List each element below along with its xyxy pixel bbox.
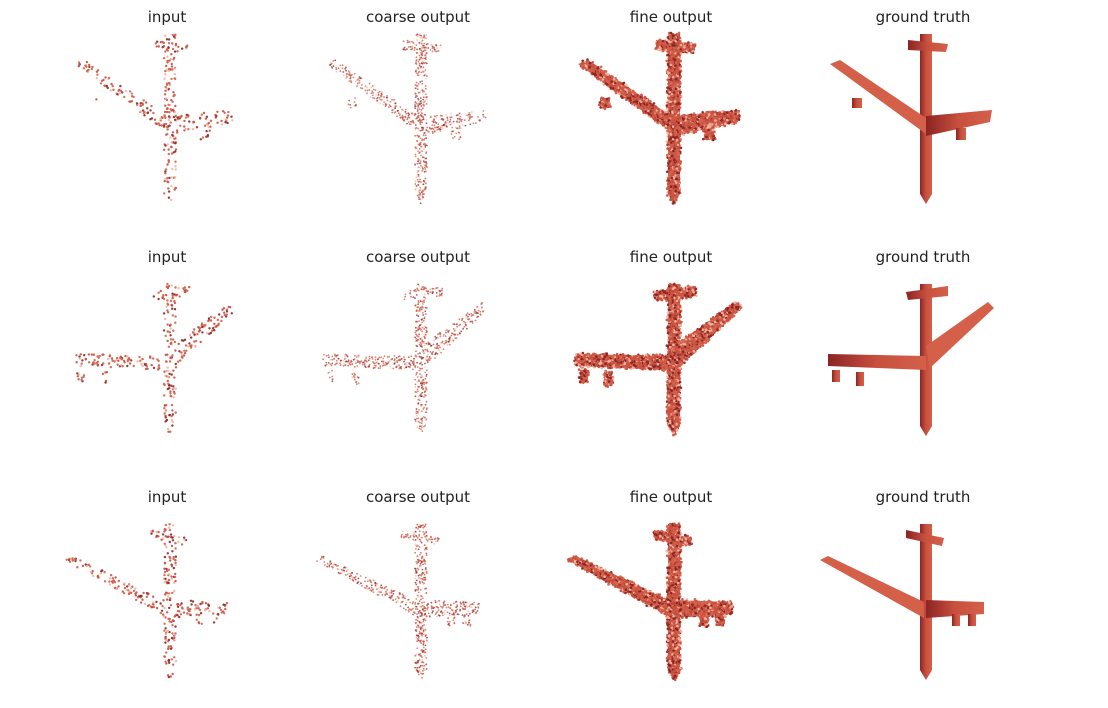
engine [832, 370, 840, 382]
points [316, 523, 480, 679]
panel-title: fine output [629, 8, 713, 26]
panel-title: coarse output [365, 488, 471, 506]
engine [952, 614, 960, 626]
points [322, 283, 484, 432]
panel-title: input [147, 488, 187, 506]
points [567, 522, 735, 682]
panel-r1-fine: fine output [556, 8, 786, 228]
points [579, 31, 741, 205]
engine [856, 372, 864, 386]
airplane-point-cloud [830, 34, 992, 204]
airplane-point-cloud [567, 522, 735, 682]
panel-r2-fine: fine output [556, 248, 786, 468]
engine [852, 98, 862, 108]
airplane-point-cloud [316, 523, 480, 679]
points [329, 33, 487, 205]
airplane-point-cloud [578, 31, 741, 205]
wing [820, 556, 924, 618]
points [573, 282, 743, 437]
panel-r3-input: input [52, 488, 282, 708]
tail [906, 286, 948, 300]
panel-r2-input: input [52, 248, 282, 468]
airplane-point-cloud [573, 282, 743, 437]
panel-r3-coarse: coarse output [303, 488, 533, 708]
panel-r1-coarse: coarse output [303, 8, 533, 228]
wing [828, 354, 926, 370]
tail [908, 40, 948, 52]
tail [906, 530, 944, 546]
airplane-point-cloud [828, 284, 994, 436]
panel-title: fine output [629, 488, 713, 506]
panel-r1-gt: ground truth [808, 8, 1038, 228]
wing [926, 600, 984, 618]
engine [956, 128, 966, 140]
airplane-point-cloud [820, 524, 984, 680]
panel-r1-input: input [52, 8, 282, 228]
panel-r3-gt: ground truth [808, 488, 1038, 708]
airplane-point-cloud [329, 33, 487, 205]
airplane-point-cloud [77, 33, 234, 202]
points [75, 282, 233, 433]
points [77, 33, 234, 202]
panel-title: input [147, 248, 187, 266]
airplane-point-cloud [75, 282, 233, 433]
panel-title: fine output [629, 248, 713, 266]
panel-r2-coarse: coarse output [303, 248, 533, 468]
wing [926, 302, 994, 368]
airplane-point-cloud [65, 523, 229, 679]
panel-title: coarse output [365, 248, 471, 266]
panel-r3-fine: fine output [556, 488, 786, 708]
engine [968, 614, 976, 626]
wing [830, 60, 926, 134]
panel-title: ground truth [875, 8, 971, 26]
panel-title: ground truth [875, 248, 971, 266]
panel-title: coarse output [365, 8, 471, 26]
panel-title: ground truth [875, 488, 971, 506]
airplane-point-cloud [322, 283, 484, 432]
panel-r2-gt: ground truth [808, 248, 1038, 468]
wing [926, 110, 992, 136]
panel-title: input [147, 8, 187, 26]
points [65, 523, 229, 679]
